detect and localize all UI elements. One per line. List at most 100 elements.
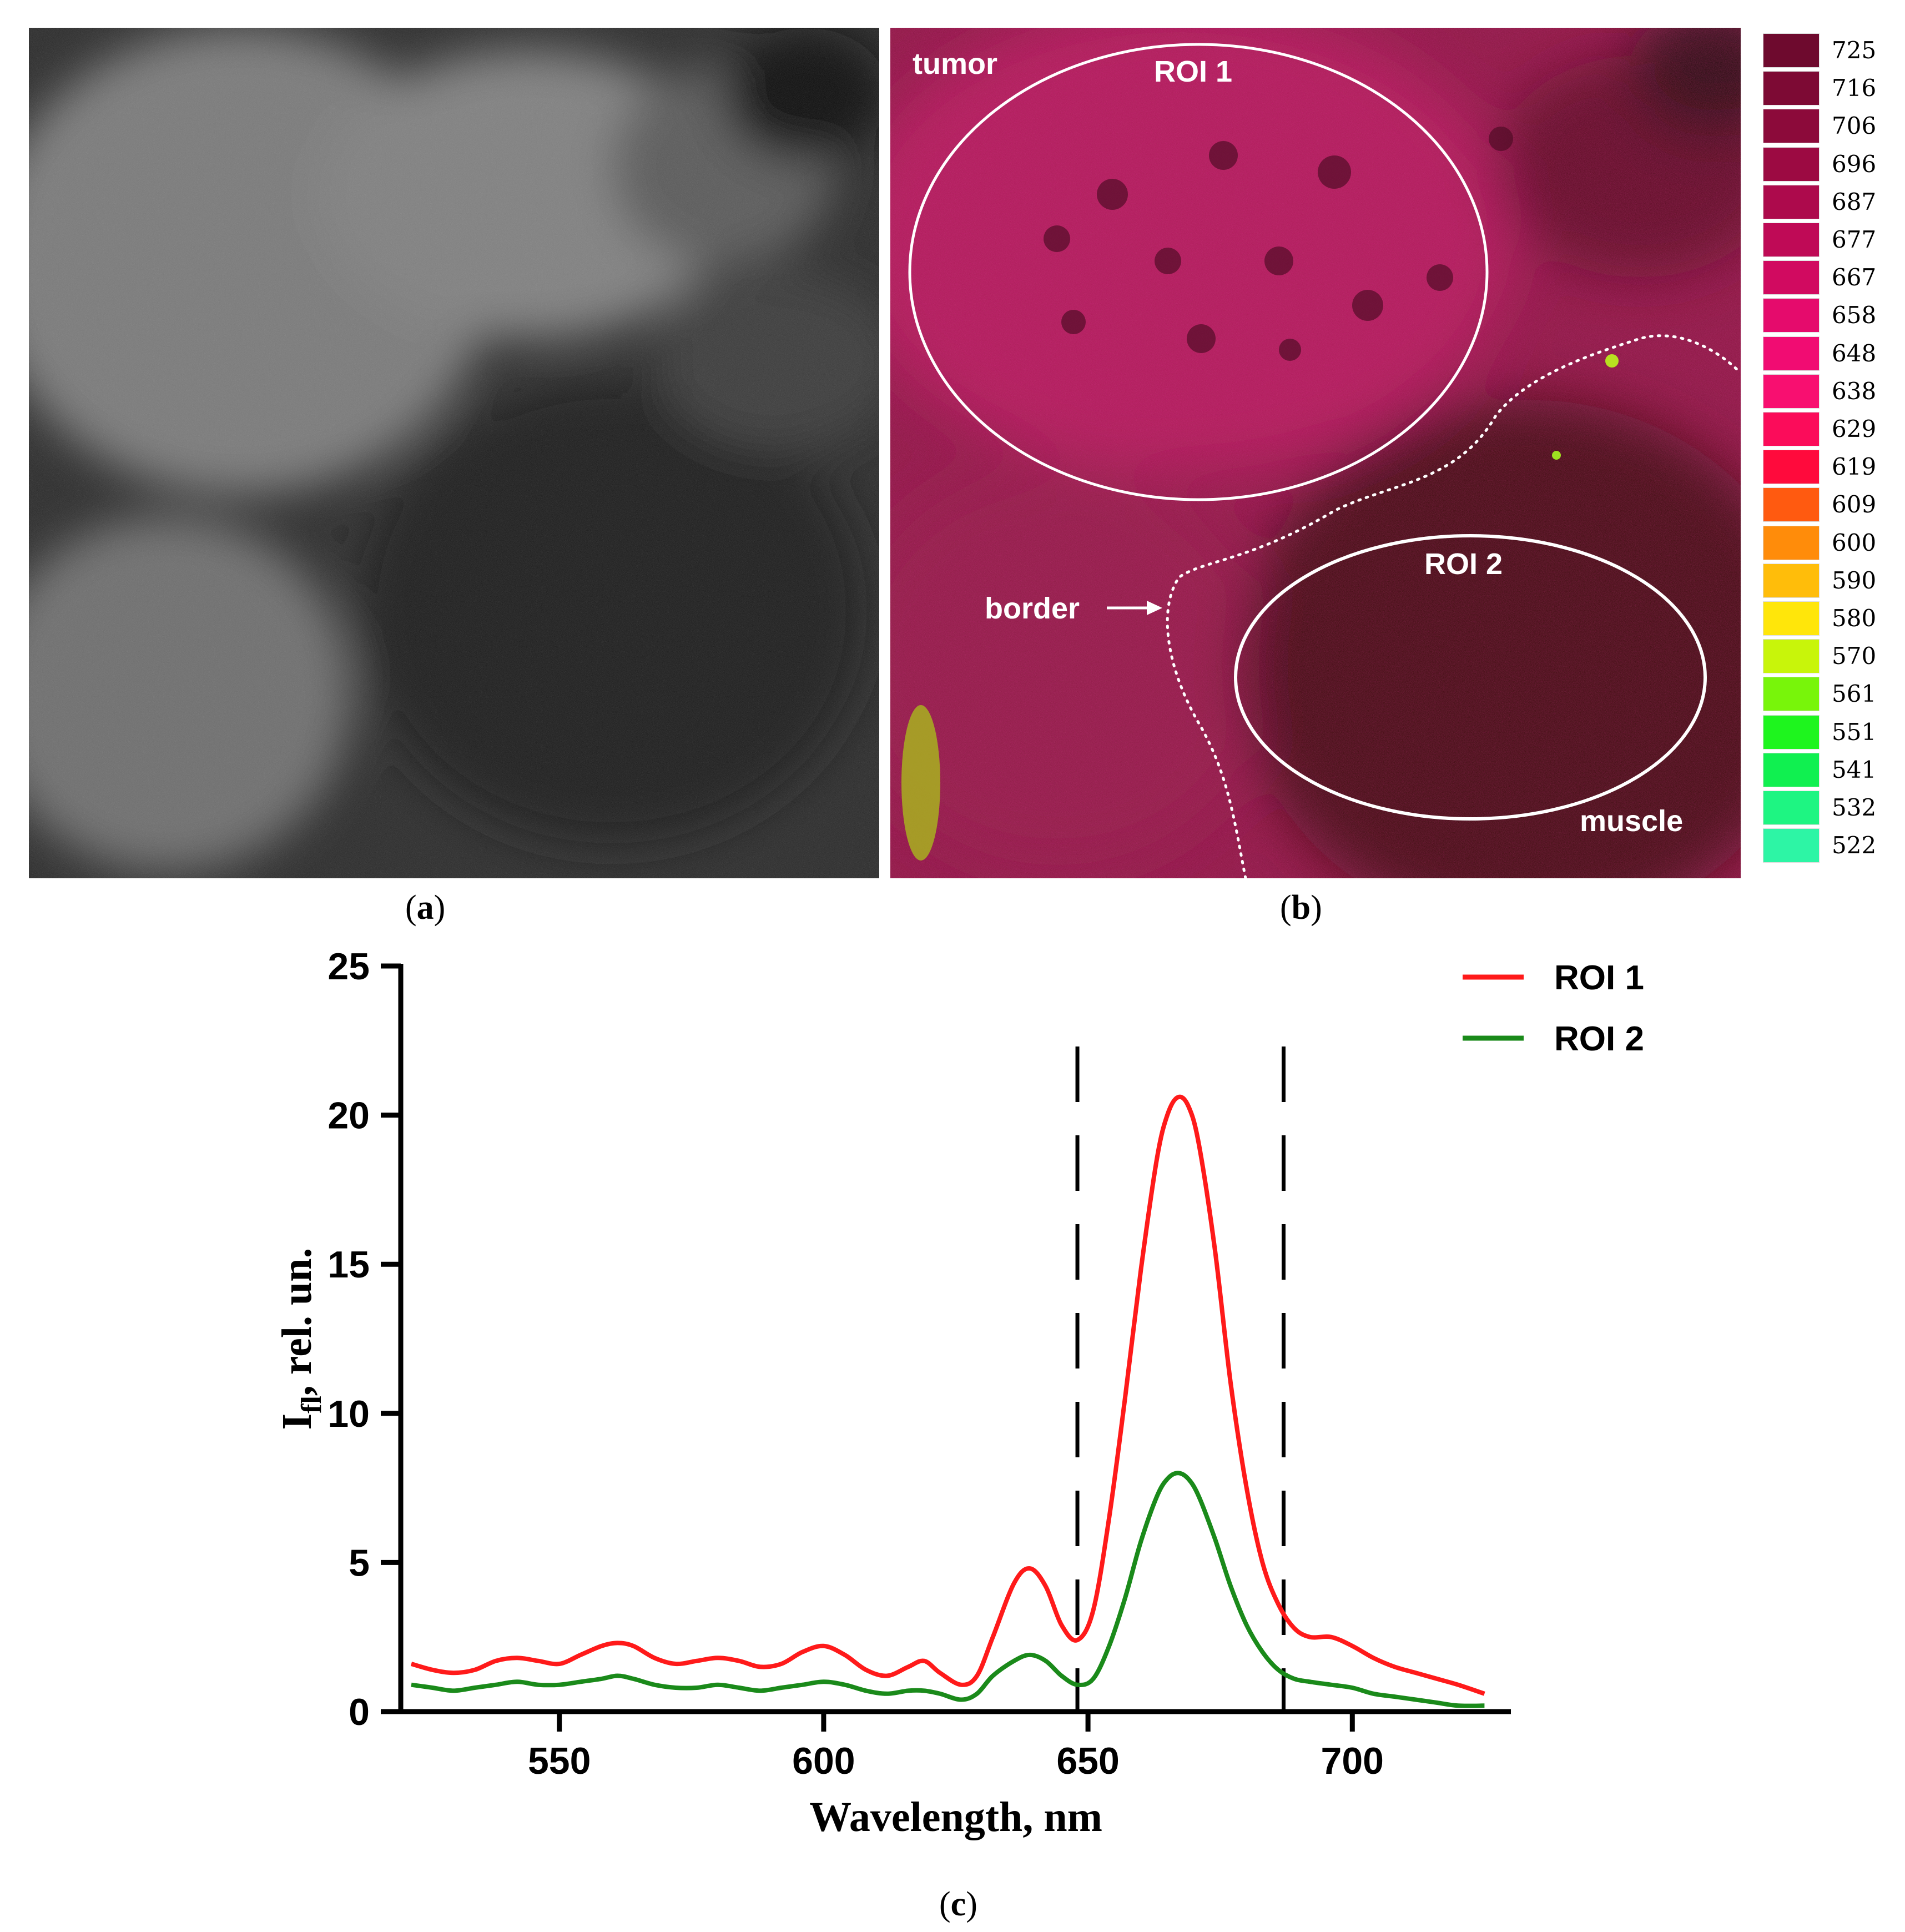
colorbar-entry: 580: [1763, 601, 1896, 636]
colorbar-swatch: [1763, 223, 1820, 257]
border-arrow-head: [1147, 601, 1162, 615]
colorbar-swatch: [1763, 639, 1820, 674]
y-tick-label: 5: [349, 1542, 370, 1584]
series-line-1: [410, 1094, 1485, 1696]
colorbar-label: 706: [1832, 112, 1877, 140]
legend-label: ROI 2: [1554, 1020, 1644, 1058]
colorbar-label: 638: [1832, 377, 1877, 405]
colorbar-swatch: [1763, 184, 1820, 219]
y-tick-label: 0: [349, 1691, 370, 1733]
colorbar-entry: 590: [1763, 563, 1896, 598]
colorbar-swatch: [1763, 260, 1820, 295]
nuclei-spots: [1044, 127, 1513, 361]
x-axis-label: Wavelength, nm: [809, 1794, 1102, 1840]
colorbar-entry: 551: [1763, 715, 1896, 749]
colorbar-entry: 570: [1763, 639, 1896, 674]
spectral-image-svg: [890, 28, 1741, 878]
colorbar-swatch: [1763, 450, 1820, 485]
colorbar-label: 580: [1832, 605, 1877, 632]
tumor-border-line: [1166, 334, 1741, 878]
colorbar-label: 551: [1832, 718, 1877, 746]
colorbar-swatch: [1763, 715, 1820, 749]
y-axis-label-sub: fl: [296, 1396, 327, 1413]
colorbar-entry: 629: [1763, 412, 1896, 446]
colorbar-label: 600: [1832, 529, 1877, 556]
series-line-2: [411, 1471, 1485, 1708]
label-muscle: muscle: [1580, 804, 1684, 838]
colorbar-label: 590: [1832, 566, 1877, 594]
colorbar-swatch: [1763, 601, 1820, 636]
x-tick-label: 700: [1321, 1740, 1384, 1782]
y-tick-label: 25: [327, 945, 370, 988]
colorbar-swatch: [1763, 109, 1820, 144]
colorbar-label: 687: [1832, 188, 1877, 215]
panel-c-caption: (c): [939, 1885, 977, 1923]
y-tick-label: 20: [327, 1095, 370, 1137]
y-axis-label-rest: , rel. un.: [274, 1247, 320, 1396]
colorbar-label: 619: [1832, 453, 1877, 481]
y-tick-label: 10: [327, 1393, 370, 1435]
colorbar-swatch: [1763, 412, 1820, 446]
colorbar-entry: 725: [1763, 33, 1896, 68]
colorbar-label: 609: [1832, 491, 1877, 519]
colorbar-label: 532: [1832, 794, 1877, 821]
x-tick-label: 550: [528, 1740, 591, 1782]
colorbar-label: 541: [1832, 756, 1877, 783]
colorbar-entry: 696: [1763, 147, 1896, 182]
label-roi2: ROI 2: [1424, 547, 1503, 581]
colorbar-entry: 658: [1763, 298, 1896, 333]
grayscale-micrograph-image: [29, 28, 879, 878]
y-axis-label: Ifl, rel. un.: [274, 1247, 327, 1430]
colorbar-entry: 716: [1763, 71, 1896, 106]
label-border: border: [985, 592, 1080, 625]
panel-b-caption: (b): [1280, 889, 1322, 927]
colorbar-swatch: [1763, 374, 1820, 409]
legend-label: ROI 1: [1554, 959, 1644, 997]
colorbar-swatch: [1763, 791, 1820, 825]
colorbar-swatch: [1763, 752, 1820, 787]
colorbar-swatch: [1763, 336, 1820, 371]
colorbar-label: 667: [1832, 264, 1877, 291]
colorbar-entry: 532: [1763, 791, 1896, 825]
colorbar-swatch: [1763, 33, 1820, 68]
x-tick-label: 600: [792, 1740, 855, 1782]
colorbar-swatch: [1763, 828, 1820, 863]
colorbar-label: 716: [1832, 74, 1877, 102]
colorbar-swatch: [1763, 298, 1820, 333]
label-tumor: tumor: [913, 47, 997, 80]
colorbar-entry: 609: [1763, 487, 1896, 522]
colorbar-label: 677: [1832, 226, 1877, 253]
y-axis-label-main: I: [274, 1413, 320, 1430]
colorbar-label: 629: [1832, 415, 1877, 442]
colorbar-swatch: [1763, 563, 1820, 598]
colorbar-entry: 638: [1763, 374, 1896, 409]
colorbar-entry: 522: [1763, 828, 1896, 863]
colorbar-entry: 648: [1763, 336, 1896, 371]
spectral-image: tumor ROI 1 ROI 2 border muscle: [890, 28, 1741, 878]
colorbar-label: 696: [1832, 150, 1877, 178]
colorbar-entry: 561: [1763, 677, 1896, 712]
colorbar-entry: 677: [1763, 223, 1896, 257]
colorbar-label: 648: [1832, 339, 1877, 367]
colorbar-entry: 687: [1763, 184, 1896, 219]
colorbar-entry: 600: [1763, 525, 1896, 560]
colorbar-swatch: [1763, 147, 1820, 182]
colorbar-label: 658: [1832, 301, 1877, 329]
spectrum-chart: 0 5 10 15 20 25 550 600 650 700 ROI 1 ROI 2 Waveleng…: [274, 945, 1644, 1840]
colorbar-swatch: [1763, 487, 1820, 522]
colorbar-label: 725: [1832, 37, 1877, 64]
colorbar-entry: 667: [1763, 260, 1896, 295]
colorbar-entry: 541: [1763, 752, 1896, 787]
colorbar-label: 522: [1832, 832, 1877, 859]
panel-a-caption: (a): [405, 889, 446, 927]
roi2-ellipse: [1234, 534, 1707, 821]
colorbar-entry: 619: [1763, 450, 1896, 485]
colorbar-entry: 706: [1763, 109, 1896, 144]
x-tick-label: 650: [1056, 1740, 1119, 1782]
colorbar-swatch: [1763, 525, 1820, 560]
colorbar-label: 561: [1832, 680, 1877, 708]
colorbar-swatch: [1763, 71, 1820, 106]
y-tick-label: 15: [327, 1244, 370, 1286]
colorbar-swatch: [1763, 677, 1820, 712]
grayscale-micrograph: [29, 28, 879, 878]
